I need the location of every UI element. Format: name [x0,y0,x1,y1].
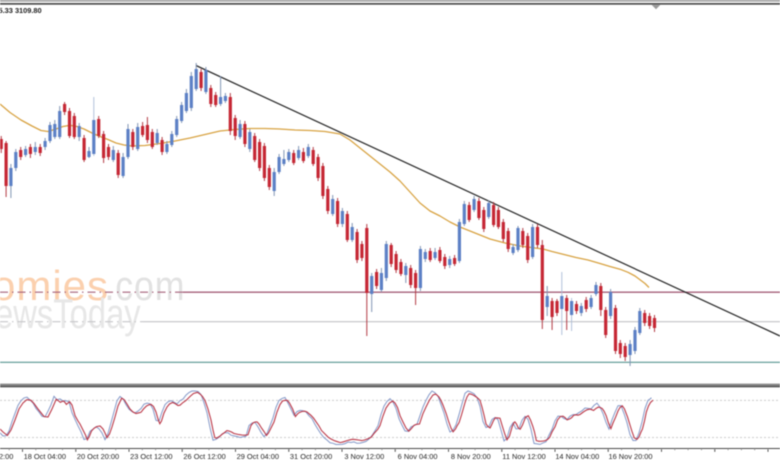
svg-text:18 Oct 04:00: 18 Oct 04:00 [24,452,66,461]
svg-text:23 Oct 12:00: 23 Oct 12:00 [130,452,172,461]
svg-text:20 Oct 20:00: 20 Oct 20:00 [77,452,119,461]
svg-text:3 Nov 12:00: 3 Nov 12:00 [344,452,384,461]
svg-text:.com: .com [105,263,186,309]
svg-text:5.33 3109.80: 5.33 3109.80 [0,6,42,15]
svg-text:omies: omies [0,262,109,309]
svg-text:8 Nov 20:00: 8 Nov 20:00 [451,452,491,461]
svg-text:26 Oct 12:00: 26 Oct 12:00 [183,452,225,461]
svg-text:31 Oct 20:00: 31 Oct 20:00 [290,452,332,461]
svg-text:14 Nov 04:00: 14 Nov 04:00 [555,452,599,461]
svg-text:16 Nov 20:00: 16 Nov 20:00 [609,452,653,461]
svg-text:ewsToday: ewsToday [0,290,141,337]
svg-text:29 Oct 04:00: 29 Oct 04:00 [237,452,279,461]
svg-text:6 Nov 04:00: 6 Nov 04:00 [398,452,438,461]
svg-text:2:00: 2:00 [0,452,13,461]
svg-text:11 Nov 12:00: 11 Nov 12:00 [502,452,545,461]
